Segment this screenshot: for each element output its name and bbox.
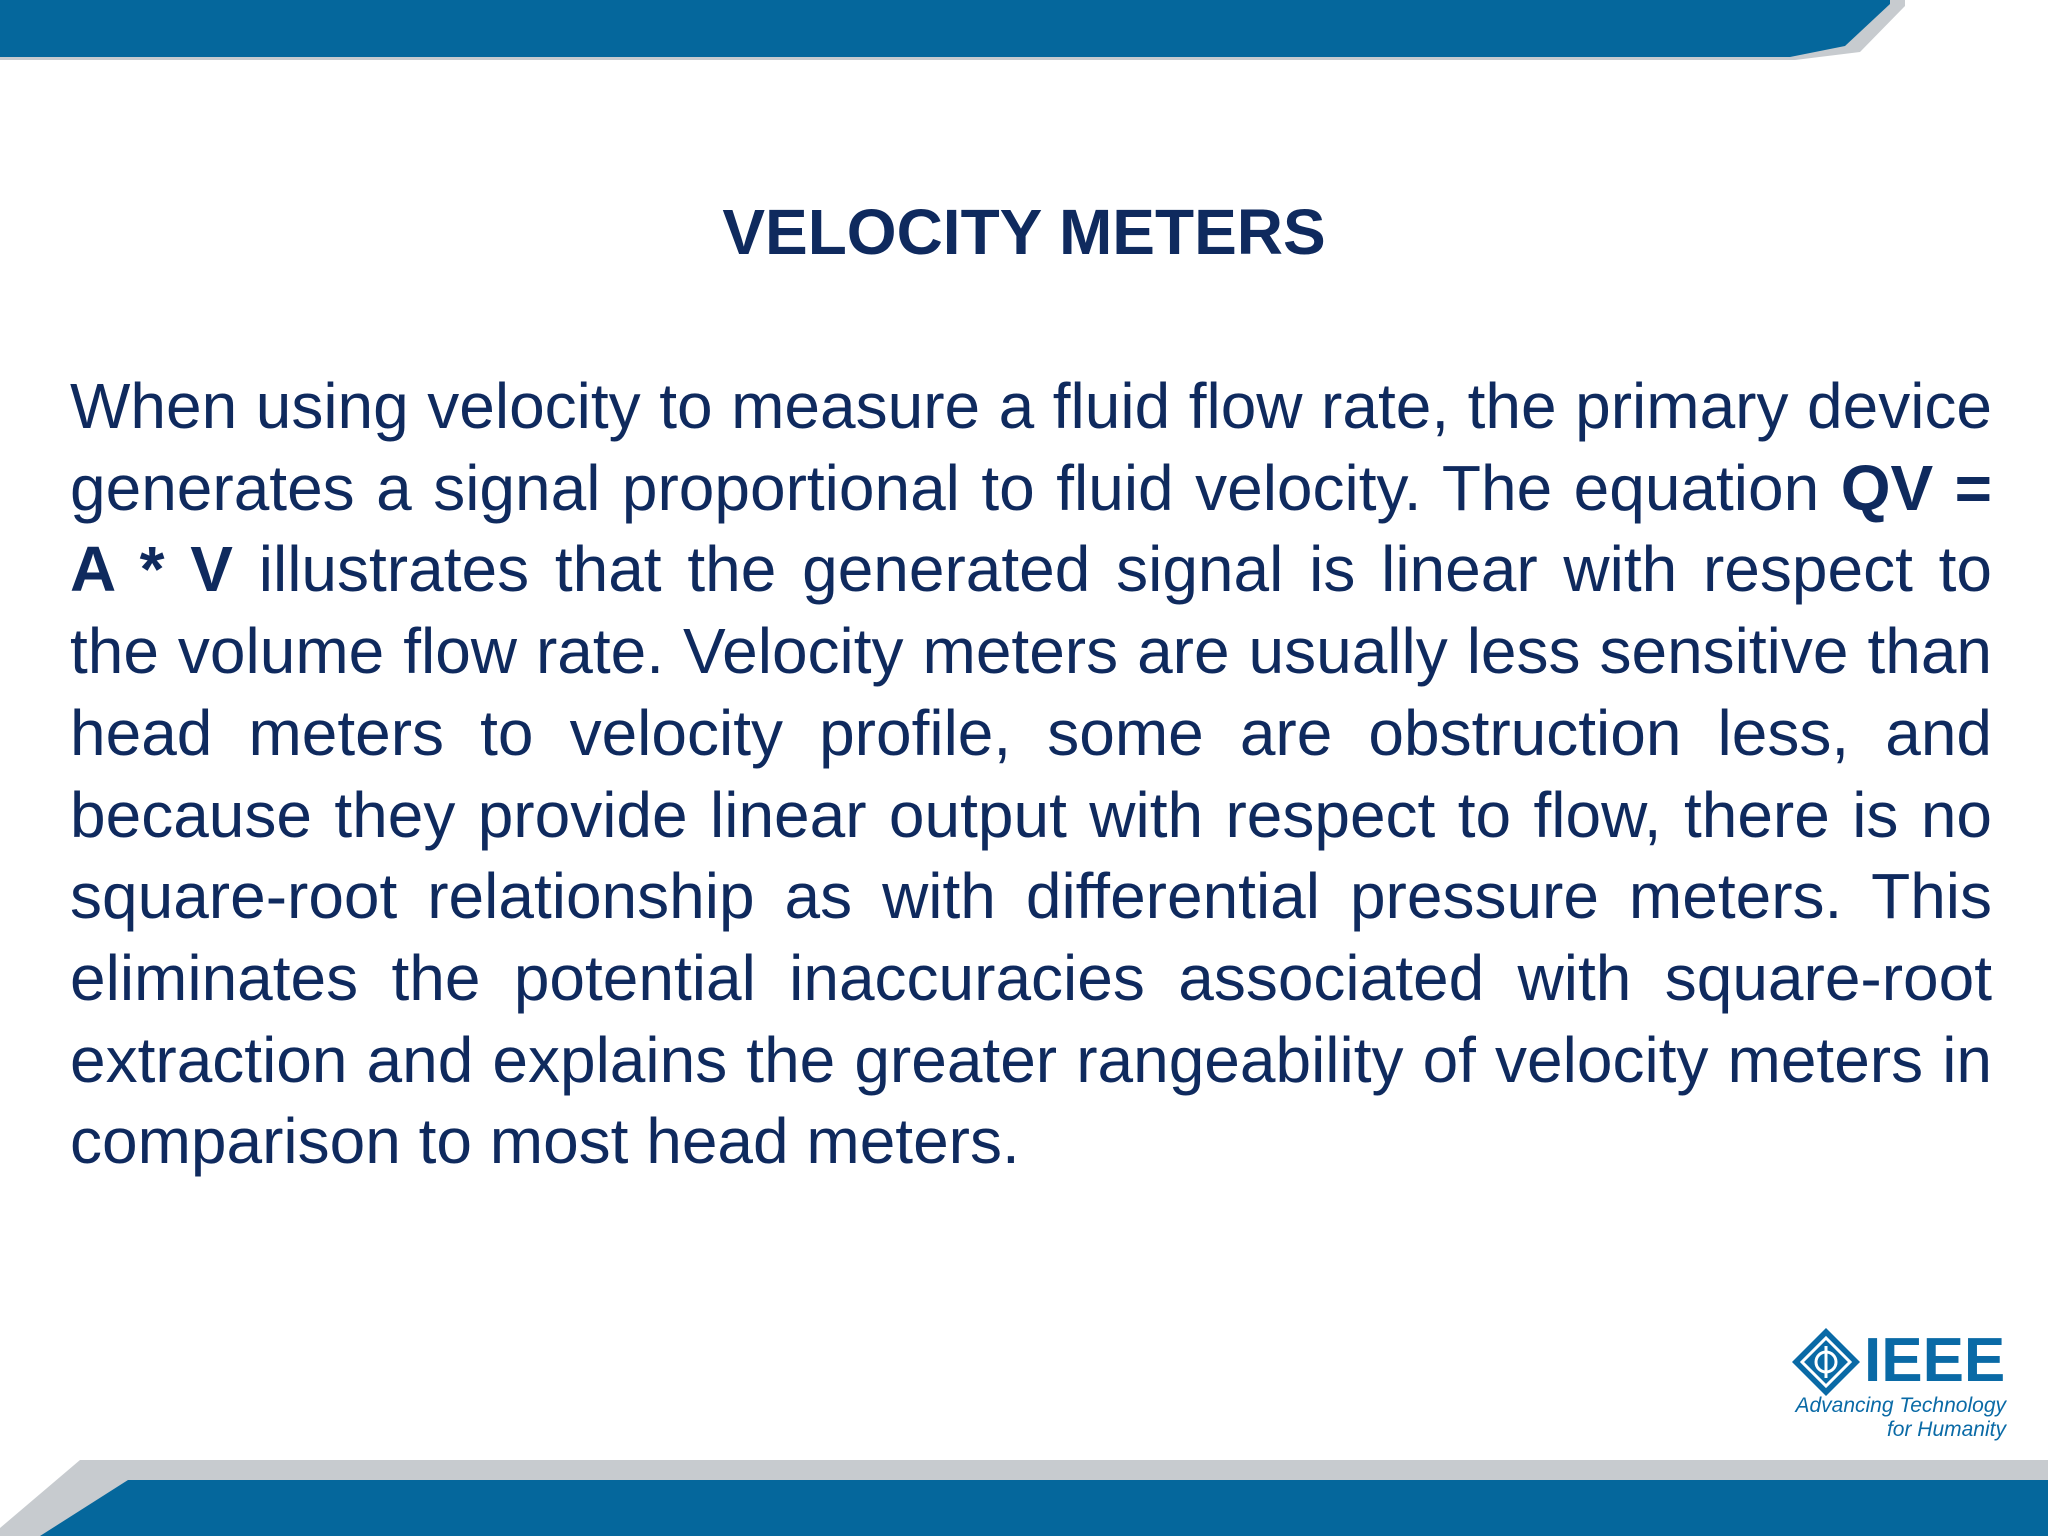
body-text-part-2: illustrates that the generated signal is… [70, 533, 1993, 1178]
slide-title: VELOCITY METERS [722, 196, 1326, 268]
ieee-tagline-line-1: Advancing Technology [1795, 1394, 2006, 1417]
equation-text: QV = A * V [70, 451, 1993, 606]
ieee-diamond-icon [1792, 1328, 1860, 1396]
bottom-banner [0, 1460, 2048, 1536]
slide-body-paragraph: When using velocity to measure a fluid f… [70, 366, 1992, 1183]
body-text-part-1: When using velocity to measure a fluid f… [70, 370, 1992, 524]
ieee-tagline-line-2: for Humanity [1886, 1418, 2006, 1441]
bottom-banner-bar [40, 1480, 2048, 1536]
top-banner [0, 0, 1905, 60]
ieee-logo: IEEE Advancing Technology for Humanity [1786, 1322, 2006, 1444]
top-banner-bar [0, 0, 1890, 57]
ieee-wordmark: IEEE [1864, 1326, 2006, 1395]
